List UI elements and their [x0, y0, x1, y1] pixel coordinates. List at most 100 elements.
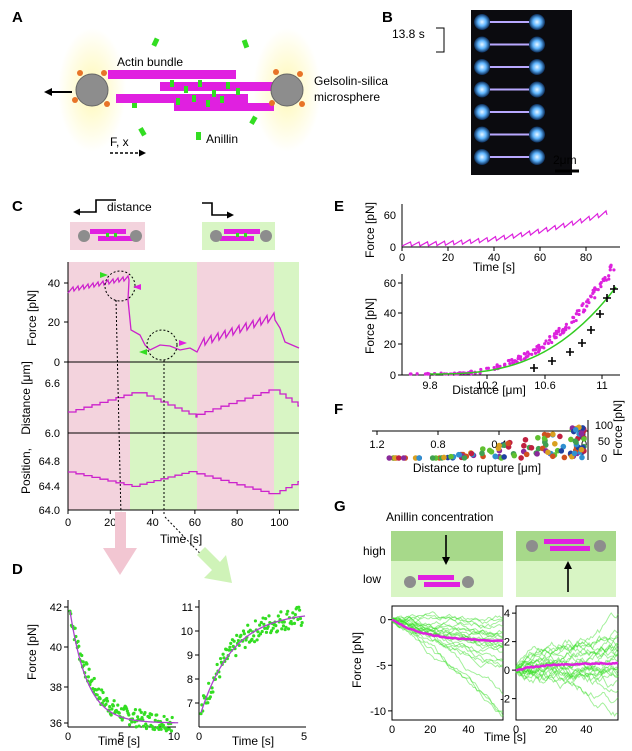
f-ytick: 0 [601, 453, 607, 465]
e-point [542, 346, 546, 350]
g-trace [391, 616, 504, 644]
g-trace [391, 619, 504, 717]
e-point [485, 366, 489, 370]
d-right-point [248, 628, 252, 632]
d-left-fit [69, 610, 179, 724]
d-left-point [86, 675, 90, 679]
d-right-point [292, 621, 297, 625]
d-right-point [264, 630, 269, 634]
g-trace [391, 617, 504, 647]
low-label: low [363, 572, 381, 586]
d-right-point [231, 644, 235, 648]
d-left-point [143, 710, 147, 715]
e-bottom-xtick: 9.8 [422, 380, 437, 392]
gRight-xtick: 0 [513, 724, 519, 736]
d-right-point [222, 656, 226, 660]
d-right-point [299, 623, 303, 628]
e-cross-marker [596, 310, 604, 318]
f-point [578, 430, 585, 437]
panel-e-time-chart: 60 00 20 40 60 80 [384, 204, 620, 264]
d-left-point [108, 705, 112, 709]
g-trace [391, 617, 504, 637]
panel-g-left-chart: 0-5-100 20 40 [370, 605, 504, 736]
f-point [534, 451, 540, 457]
e-point [587, 300, 591, 305]
anillin-label: Anillin [206, 132, 238, 146]
f-point [550, 431, 556, 438]
e-point [593, 296, 597, 300]
d-left-point [127, 723, 132, 727]
d-right-point [259, 620, 263, 625]
panel-c-axes [67, 262, 299, 511]
d-right-point [296, 617, 300, 622]
d-right-point [241, 629, 246, 633]
e-point [560, 331, 565, 335]
d-right-point [236, 638, 240, 643]
gLeft-ytick: -10 [370, 706, 386, 718]
f-point [486, 447, 493, 454]
bead-frame-right [529, 36, 545, 53]
d-right-point [297, 605, 301, 609]
interval-bracket [436, 27, 445, 53]
f-point [545, 432, 551, 438]
g-trace [391, 615, 504, 630]
e-point [548, 338, 552, 342]
d-left-point [153, 718, 157, 722]
d-left-point [77, 644, 81, 648]
d-right-point [239, 633, 243, 637]
d-right-point [207, 681, 211, 685]
g-trace [391, 613, 504, 625]
e-cross-marker [548, 357, 556, 365]
bead-frame-right [529, 14, 545, 30]
e-point [536, 350, 541, 354]
d-right-point [211, 690, 215, 694]
g-trace [391, 617, 504, 669]
d-left-point [141, 724, 146, 728]
gRight-xtick: 20 [545, 724, 557, 736]
d-right-point [258, 632, 263, 636]
d-left-point [90, 678, 94, 682]
d-right-point [229, 641, 233, 645]
gLeft-ytick: 0 [380, 615, 386, 627]
gLeft-xtick: 20 [424, 724, 436, 736]
d-right-point [264, 616, 268, 621]
d-left-point [167, 727, 171, 731]
d-right-point [210, 686, 214, 690]
d-right-point [300, 620, 304, 625]
g-trace [515, 667, 619, 684]
panel-label-f: F [334, 401, 343, 418]
f-point [581, 436, 587, 442]
d-right-fit [200, 615, 306, 713]
arrow-to-d-left [103, 512, 137, 575]
d-right-point [263, 626, 267, 630]
d-right-point [256, 630, 260, 634]
panel-label-d: D [12, 561, 23, 578]
e-point [503, 363, 507, 367]
f-point [505, 440, 511, 447]
d-left-point [165, 718, 169, 722]
f-ytick: 50 [598, 436, 610, 448]
e-bottom-ytick: 60 [384, 278, 396, 290]
bead-frame-right [529, 126, 545, 143]
d-left-xtick: 5 [118, 731, 124, 743]
f-xtick: 1.2 [369, 439, 384, 451]
f-point [521, 442, 527, 449]
f-point [573, 439, 579, 445]
g-force-label: Force [pN] [350, 632, 364, 688]
d-right-point [275, 629, 280, 633]
e-cross-marker [566, 348, 574, 356]
e-point [593, 286, 597, 291]
d-right-point [274, 624, 278, 628]
d-force-axis-label: Force [pN] [25, 624, 39, 680]
c-time-tick: 60 [189, 517, 201, 529]
e-point [577, 312, 581, 317]
force-label: F, x [110, 135, 129, 149]
f-ytick: 100 [595, 420, 613, 432]
panel-e-distance-chart: 60 40 20 0 9.8 10.2 10.6 11 [384, 263, 620, 392]
e-bottom-ytick: 0 [390, 370, 396, 382]
d-right-point [279, 610, 283, 614]
d-left-point [136, 715, 140, 719]
d-right-point [243, 645, 247, 650]
d-left-point [127, 713, 131, 717]
d-right-point [293, 613, 297, 617]
